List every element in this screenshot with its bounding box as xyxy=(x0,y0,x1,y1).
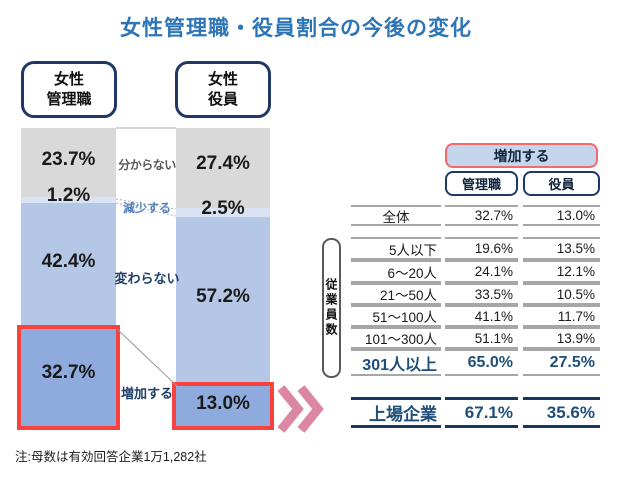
officer-segment-decrease xyxy=(176,208,270,217)
officer-cell: 12.1% xyxy=(523,260,600,283)
manager-cell: 32.7% xyxy=(445,205,518,226)
table-row-301-plus: 301人以上 65.0% 27.5% xyxy=(0,349,636,376)
manager-cell: 33.5% xyxy=(445,283,518,305)
segment-label-unknown: 分からない xyxy=(118,158,176,172)
female-manager-header-line1: 女性 xyxy=(53,71,84,88)
manager-segment-unknown xyxy=(21,128,116,197)
officer-cell: 11.7% xyxy=(523,305,600,327)
table-col-header-officer: 役員 xyxy=(523,171,600,196)
table-col-header-manager: 管理職 xyxy=(445,171,518,196)
manager-cell: 67.1% xyxy=(445,397,518,428)
manager-segment-decrease xyxy=(21,197,116,203)
manager-nochange-value: 42.4% xyxy=(41,251,96,272)
officer-cell: 13.9% xyxy=(523,327,600,349)
table-row: 21～50人 33.5% 10.5% xyxy=(0,283,636,305)
table-group-header-increase: 増加する xyxy=(445,143,598,168)
segment-label-increase: 増加する xyxy=(120,386,173,401)
officer-unknown-value: 27.4% xyxy=(196,153,250,174)
row-label: 101～300人 xyxy=(351,327,441,349)
officer-segment-nochange xyxy=(176,217,270,386)
row-label: 301人以上 xyxy=(351,349,441,376)
manager-cell: 24.1% xyxy=(445,260,518,283)
manager-cell: 19.6% xyxy=(445,237,518,260)
manager-decrease-value: 1.2% xyxy=(46,185,91,206)
manager-cell: 41.1% xyxy=(445,305,518,327)
officer-segment-unknown xyxy=(176,128,270,208)
female-manager-header-box: 女性 管理職 xyxy=(21,61,117,118)
manager-segment-increase-highlighted xyxy=(17,325,120,430)
footnote: 注:母数は有効回答企業1万1,282社 xyxy=(15,450,207,464)
employee-count-axis-label: 従業員数 xyxy=(322,238,341,378)
table-row: 51～100人 41.1% 11.7% xyxy=(0,305,636,327)
row-label: 全体 xyxy=(351,205,441,226)
officer-segment-increase-highlighted xyxy=(172,382,274,430)
officer-cell: 27.5% xyxy=(523,349,600,376)
officer-cell: 10.5% xyxy=(523,283,600,305)
manager-unknown-value: 23.7% xyxy=(41,149,96,170)
female-officer-header-line1: 女性 xyxy=(207,71,238,88)
table-row: 6～20人 24.1% 12.1% xyxy=(0,260,636,283)
manager-cell: 51.1% xyxy=(445,327,518,349)
row-label: 51～100人 xyxy=(351,305,441,327)
officer-cell: 13.0% xyxy=(523,205,600,226)
manager-segment-nochange xyxy=(21,203,116,329)
row-label: 6～20人 xyxy=(351,260,441,283)
female-officer-header-box: 女性 役員 xyxy=(175,61,271,118)
officer-decrease-value: 2.5% xyxy=(201,198,245,219)
table-row: 101～300人 51.1% 13.9% xyxy=(0,327,636,349)
officer-nochange-value: 57.2% xyxy=(196,286,250,307)
segment-label-nochange: 変わらない xyxy=(114,271,180,286)
officer-increase-value: 13.0% xyxy=(196,393,250,414)
officer-cell: 35.6% xyxy=(523,397,600,428)
table-row-listed-companies: 上場企業 67.1% 35.6% xyxy=(0,397,636,428)
row-label: 5人以下 xyxy=(351,237,441,260)
table-row-total: 全体 32.7% 13.0% xyxy=(0,205,636,226)
female-officer-header-line2: 役員 xyxy=(207,91,238,108)
table-row: 5人以下 19.6% 13.5% xyxy=(0,237,636,260)
page-title: 女性管理職・役員割合の今後の変化 xyxy=(120,17,472,40)
manager-cell: 65.0% xyxy=(445,349,518,376)
row-label: 21～50人 xyxy=(351,283,441,305)
female-manager-header-line2: 管理職 xyxy=(46,91,92,108)
row-label: 上場企業 xyxy=(351,397,441,428)
officer-cell: 13.5% xyxy=(523,237,600,260)
manager-increase-value: 32.7% xyxy=(41,362,96,383)
